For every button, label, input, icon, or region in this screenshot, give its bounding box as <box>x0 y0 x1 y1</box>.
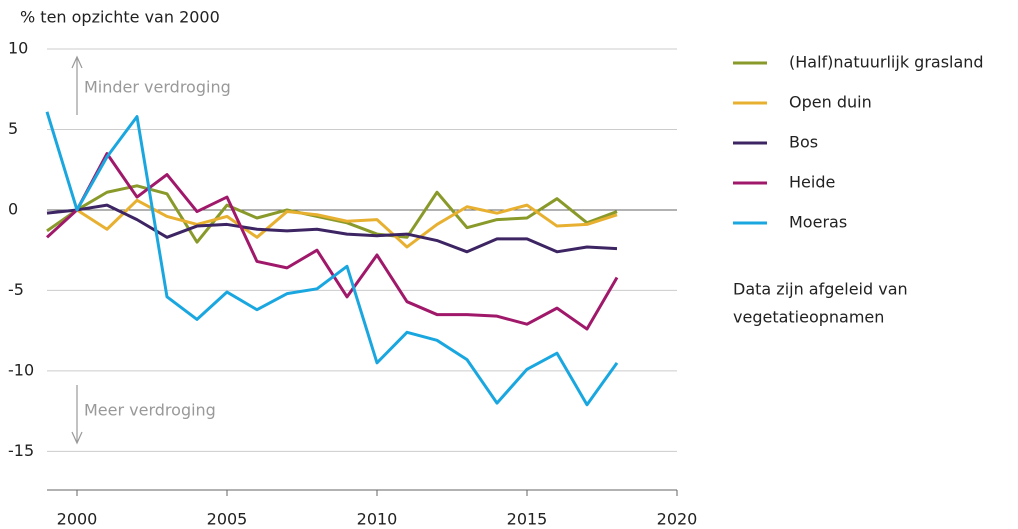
y-tick-label: -15 <box>8 441 34 460</box>
x-tick-label: 2000 <box>57 510 98 529</box>
legend-label: Heide <box>789 173 835 192</box>
series-line <box>45 111 619 407</box>
note: Data zijn afgeleid van <box>733 280 908 299</box>
y-tick-label: -10 <box>8 360 34 379</box>
arrow-up-head <box>71 55 83 69</box>
x-tick-label: 2005 <box>207 510 248 529</box>
arrow-down-head <box>71 431 83 445</box>
series-line <box>46 203 618 254</box>
x-tick-label: 2020 <box>657 510 698 529</box>
y-tick-label: -5 <box>8 280 24 299</box>
annotation: Meer verdroging <box>84 401 216 420</box>
legend-label: Moeras <box>789 213 847 232</box>
x-tick-label: 2010 <box>357 510 398 529</box>
y-tick-label: 0 <box>8 199 18 218</box>
series-line <box>45 152 619 331</box>
legend-label: Bos <box>789 133 818 152</box>
annotation: Minder verdroging <box>84 78 231 97</box>
legend-label: Open duin <box>789 93 872 112</box>
y-tick-label: 10 <box>8 39 28 58</box>
y-axis-label: % ten opzichte van 2000 <box>20 8 220 27</box>
note: vegetatieopnamen <box>733 308 884 327</box>
series-line <box>76 198 618 249</box>
y-tick-label: 5 <box>8 119 18 138</box>
plot: 10 5 0 -5 -10 -15 2000 2005 2010 2015 2020 (Half)na… <box>8 39 984 529</box>
series-line <box>46 184 618 244</box>
legend-label: (Half)natuurlijk grasland <box>789 53 984 72</box>
x-tick-label: 2015 <box>507 510 548 529</box>
